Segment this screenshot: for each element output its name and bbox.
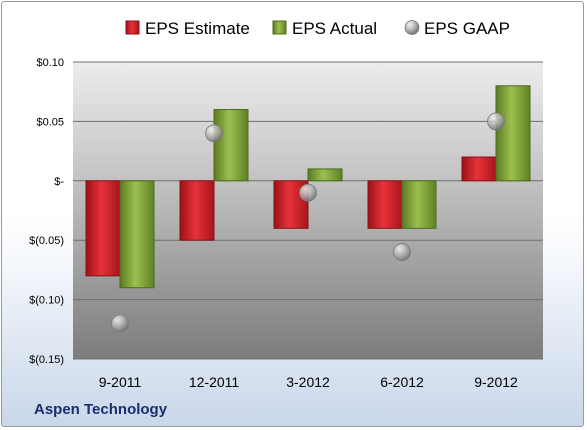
legend-label: EPS GAAP [424,19,510,38]
legend-swatch [404,20,420,35]
bars [85,85,531,289]
eps-actual-bar [401,180,437,229]
eps-gaap-point [393,243,411,261]
x-tick-label: 6-2012 [380,374,424,390]
x-axis: 9-2011 12-2011 3-2012 6-2012 9-2012 [99,374,518,390]
legend-label: EPS Estimate [145,19,250,38]
eps-gaap-point [487,112,505,131]
eps-actual-bar [495,85,531,182]
eps-gaap-point [299,183,317,202]
legend: EPS Estimate EPS Actual EPS GAAP [125,19,510,38]
eps-gaap-point [111,314,129,333]
legend-swatch [272,20,287,35]
x-tick-label: 12-2011 [189,374,240,390]
legend-label: EPS Actual [292,19,377,38]
y-tick-label: $(0.15) [29,354,64,366]
gaap-points [111,112,505,333]
x-tick-label: 9-2012 [474,374,518,390]
eps-actual-bar [213,109,249,182]
eps-estimate-bar [179,180,215,241]
y-tick-label: $0.05 [36,116,64,128]
x-tick-label: 9-2011 [99,374,142,390]
eps-actual-bar [119,180,155,289]
y-tick-label: $(0.05) [29,235,64,247]
eps-actual-bar [307,168,343,182]
eps-estimate-bar [367,180,403,229]
x-tick-label: 3-2012 [286,374,330,390]
y-tick-label: $- [54,176,64,188]
y-tick-label: $(0.10) [29,295,64,307]
eps-gaap-point [205,124,223,143]
eps-estimate-bar [461,156,497,182]
legend-swatch [125,20,140,35]
eps-estimate-bar [85,180,121,277]
y-axis: $0.10 $0.05 $- $(0.05) $(0.10) $(0.15) [29,57,64,366]
company-name: Aspen Technology [34,401,168,418]
y-tick-label: $0.10 [36,57,64,69]
